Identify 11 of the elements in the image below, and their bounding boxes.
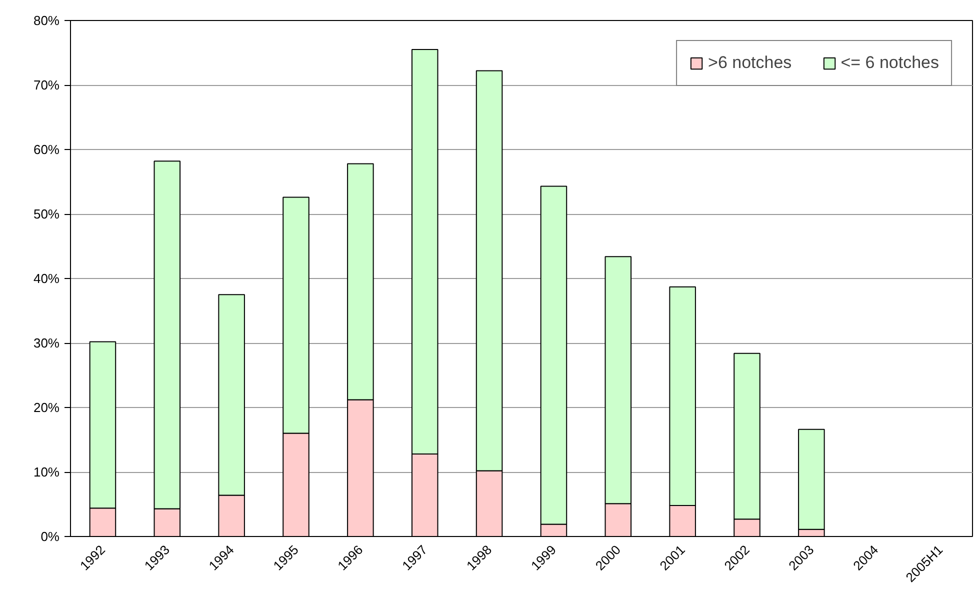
y-tick-label: 60% — [33, 142, 60, 157]
y-tick-label: 80% — [33, 13, 60, 28]
y-tick-label: 0% — [40, 529, 60, 544]
y-tick-label: 30% — [33, 336, 60, 350]
y-tick-label: 70% — [33, 78, 60, 92]
y-tick-label: 40% — [33, 271, 60, 286]
y-tick-label: 20% — [33, 400, 60, 415]
legend-label: <= 6 notches — [840, 53, 939, 73]
y-tick-label: 10% — [33, 464, 60, 480]
legend-label: >6 notches — [708, 53, 792, 73]
y-tick-label: 50% — [33, 206, 60, 222]
